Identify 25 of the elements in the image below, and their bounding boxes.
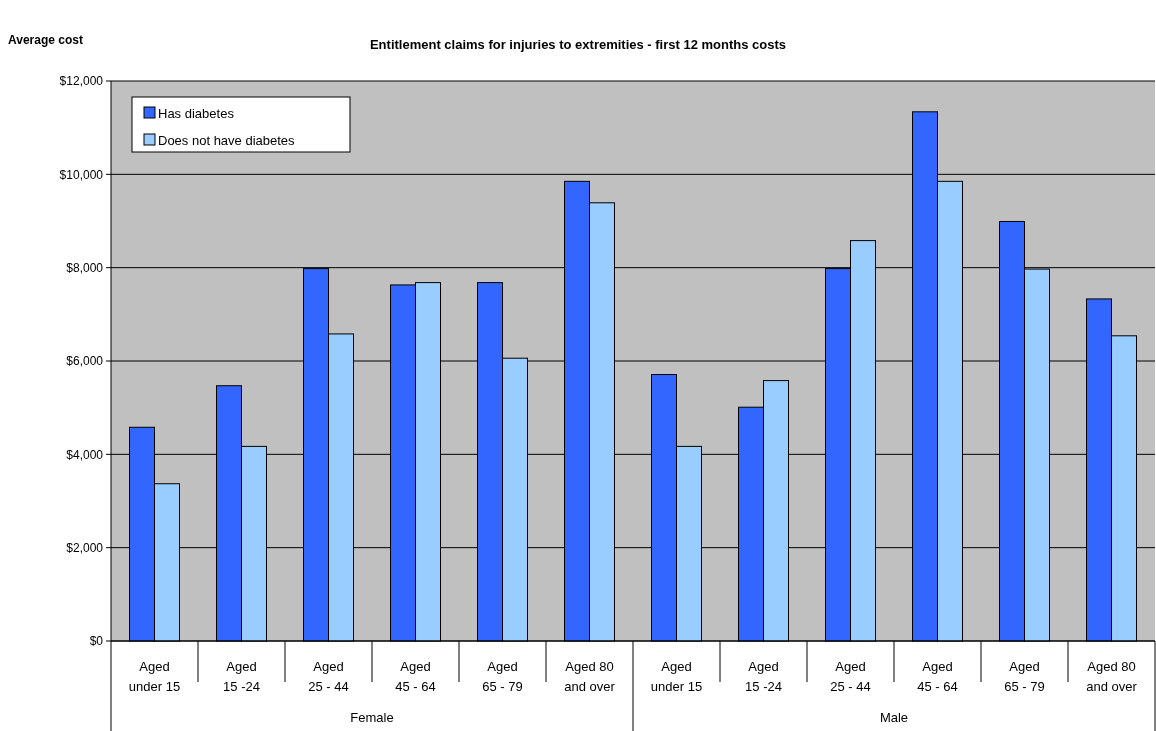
y-tick-label: $8,000 — [66, 260, 104, 275]
x-tick-label: Aged 80 and over — [1086, 659, 1138, 694]
y-tick-label: $4,000 — [66, 447, 104, 462]
x-tick-label: Aged under 15 — [128, 659, 181, 694]
x-tick-label: Aged 45 - 64 — [917, 659, 958, 694]
y-tick-label: $10,000 — [59, 167, 104, 182]
x-tick-label: Aged 45 - 64 — [395, 659, 436, 694]
x-tick-label: Aged 25 - 44 — [308, 659, 349, 694]
x-tick-label: Aged 15 -24 — [745, 659, 782, 694]
text: Male — [879, 710, 909, 725]
y-tick-label: $6,000 — [66, 354, 104, 369]
x-tick-label: Aged 65 - 79 — [482, 659, 523, 694]
x-tick-label: Aged 80 and over — [564, 659, 616, 694]
x-tick-label: Aged 65 - 79 — [1004, 659, 1045, 694]
legend-label: Has diabetes — [158, 105, 235, 121]
x-tick-label: Aged 25 - 44 — [830, 659, 871, 694]
y-tick-label: $12,000 — [59, 74, 104, 89]
y-tick-label: $2,000 — [66, 540, 104, 555]
legend-label: Does not have diabetes — [158, 132, 296, 148]
y-axis-title: Average cost — [8, 33, 83, 47]
chart-title: Entitlement claims for injuries to extremities - first 12 months costs — [369, 37, 787, 52]
text: Female — [350, 710, 394, 725]
y-tick-label: $0 — [89, 634, 104, 649]
x-tick-label: Aged under 15 — [650, 659, 703, 694]
x-tick-label: Aged 15 -24 — [223, 659, 260, 694]
